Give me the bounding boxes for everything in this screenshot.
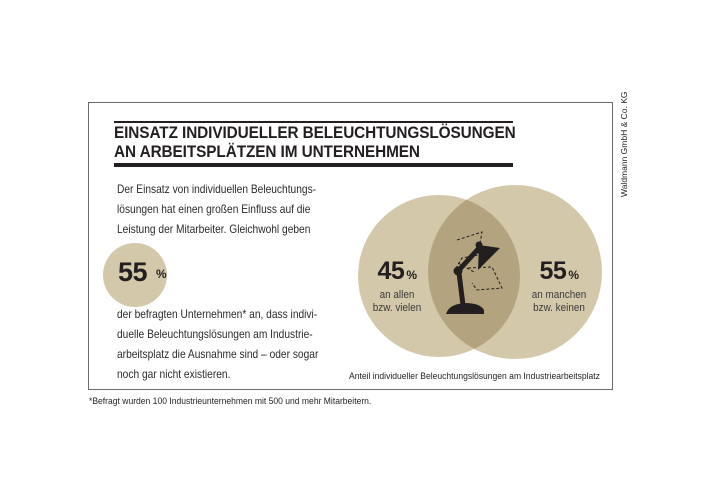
- venn-right-stat: 55% an manchen bzw. keinen: [520, 257, 598, 315]
- venn-left-label-2: bzw. vielen: [372, 302, 422, 314]
- intro-paragraph: Der Einsatz von individuellen Beleuchtun…: [117, 180, 316, 240]
- highlight-value: 55: [118, 257, 148, 287]
- source-credit: Waldmann GmbH & Co. KG: [619, 91, 629, 198]
- venn-right-label-2: bzw. keinen: [533, 302, 585, 314]
- venn-right-label-1: an manchen: [531, 289, 587, 301]
- venn-left-stat: 45% an allen bzw. vielen: [362, 257, 432, 315]
- venn-overlap: [428, 195, 520, 357]
- intro-line: lösungen hat einen großen Einfluss auf d…: [117, 203, 311, 216]
- venn-diagram: [358, 185, 602, 359]
- body-line: arbeitsplatz die Ausnahme sind – oder so…: [117, 348, 319, 361]
- body-line: der befragten Unternehmen* an, dass indi…: [117, 308, 318, 321]
- footnote: *Befragt wurden 100 Industrieunternehmen…: [89, 396, 372, 407]
- infographic-frame: [88, 102, 613, 390]
- venn-right-value: 55%: [539, 257, 579, 285]
- desk-lamp-icon: [446, 231, 503, 314]
- venn-caption: Anteil individueller Beleuchtungslösunge…: [349, 371, 600, 382]
- highlight-unit: %: [156, 267, 167, 281]
- venn-left-value: 45%: [377, 257, 417, 285]
- venn-left-label-1: an allen: [379, 289, 415, 301]
- intro-line: Der Einsatz von individuellen Beleuchtun…: [117, 183, 317, 196]
- body-line: duelle Beleuchtungslösungen am Industrie…: [117, 328, 313, 341]
- body-line: noch gar nicht existieren.: [117, 368, 231, 381]
- title-bottom-rule: [114, 163, 513, 167]
- title-top-rule: [114, 121, 513, 123]
- infographic-title: EINSATZ INDIVIDUELLER BELEUCHTUNGSLÖSUNG…: [114, 124, 516, 162]
- body-paragraph: der befragten Unternehmen* an, dass indi…: [117, 305, 318, 385]
- title-line-1: EINSATZ INDIVIDUELLER BELEUCHTUNGSLÖSUNG…: [114, 124, 516, 142]
- highlight-stat-circle: 55 %: [103, 243, 167, 307]
- intro-line: Leistung der Mitarbeiter. Gleichwohl geb…: [117, 223, 311, 236]
- title-line-2: AN ARBEITSPLÄTZEN IM UNTERNEHMEN: [114, 143, 420, 161]
